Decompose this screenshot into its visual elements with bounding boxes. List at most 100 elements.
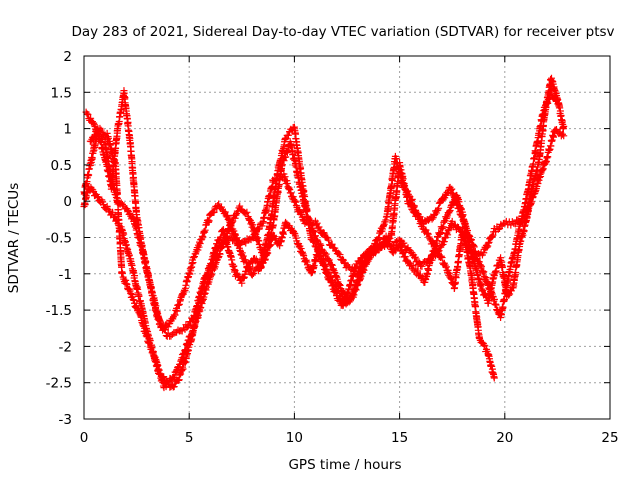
data-point-plus: [490, 374, 498, 382]
data-point-plus: [322, 268, 330, 276]
data-point-plus: [201, 275, 209, 283]
data-point-plus: [489, 231, 497, 239]
data-point-plus: [507, 221, 515, 229]
data-point-plus: [216, 234, 224, 242]
data-point-plus: [279, 230, 287, 238]
data-point-plus: [310, 238, 318, 246]
data-point-plus: [122, 276, 130, 284]
data-point-plus: [480, 341, 488, 349]
data-point-plus: [437, 252, 445, 260]
data-point-plus: [240, 273, 248, 281]
data-point-plus: [440, 238, 448, 246]
data-point-plus: [332, 288, 340, 296]
x-tick-label: 5: [185, 430, 194, 446]
data-point-plus: [315, 223, 323, 231]
data-point-plus: [103, 129, 111, 137]
y-tick-label: 1.5: [51, 85, 72, 101]
data-point-plus: [159, 374, 167, 382]
data-point-plus: [310, 237, 318, 245]
data-point-plus: [317, 241, 325, 249]
data-point-plus: [246, 263, 254, 271]
data-point-plus: [162, 377, 170, 385]
data-point-plus: [119, 269, 127, 277]
data-point-plus: [313, 219, 321, 227]
data-point-plus: [440, 218, 448, 226]
data-point-plus: [160, 373, 168, 381]
data-point-plus: [470, 243, 478, 251]
data-points: [80, 74, 568, 392]
data-point-plus: [411, 253, 419, 261]
data-point-plus: [479, 286, 487, 294]
data-point-plus: [300, 252, 308, 260]
data-point-plus: [439, 224, 447, 232]
x-tick-label: 10: [286, 430, 303, 446]
x-tick-label: 20: [496, 430, 513, 446]
data-point-plus: [560, 132, 568, 140]
series-track-1: [80, 125, 568, 340]
x-tick-label: 0: [80, 430, 89, 446]
data-point-plus: [384, 234, 392, 242]
data-point-plus: [170, 383, 178, 391]
data-point-plus: [360, 266, 368, 274]
data-point-plus: [444, 231, 452, 239]
data-point-plus: [431, 210, 439, 218]
data-point-plus: [435, 204, 443, 212]
data-point-plus: [266, 242, 274, 250]
data-point-plus: [405, 192, 413, 200]
data-point-plus: [210, 208, 218, 216]
y-tick-label: -0.5: [46, 231, 72, 247]
data-point-plus: [267, 241, 275, 249]
data-point-plus: [249, 221, 257, 229]
data-point-plus: [424, 230, 432, 238]
data-point-plus: [266, 241, 274, 249]
data-point-plus: [481, 342, 489, 350]
data-point-plus: [559, 130, 567, 138]
data-point-plus: [418, 220, 426, 228]
data-point-plus: [96, 124, 104, 132]
data-point-plus: [202, 271, 210, 279]
data-point-plus: [434, 249, 442, 257]
data-point-plus: [483, 243, 491, 251]
data-point-plus: [323, 269, 331, 277]
data-point-plus: [118, 268, 126, 276]
data-point-plus: [322, 250, 330, 258]
data-point-plus: [297, 245, 305, 253]
y-tick-label: -1.5: [46, 303, 72, 319]
data-point-plus: [434, 206, 442, 214]
data-point-plus: [123, 280, 131, 288]
y-tick-label: 1: [63, 122, 72, 138]
data-point-plus: [532, 148, 540, 156]
y-tick-label: -3: [59, 412, 72, 428]
data-point-plus: [259, 259, 267, 267]
data-point-plus: [485, 238, 493, 246]
data-point-plus: [148, 343, 156, 351]
data-point-plus: [84, 110, 92, 118]
data-point-plus: [236, 202, 244, 210]
data-point-plus: [424, 229, 432, 237]
data-point-plus: [291, 197, 299, 205]
data-point-plus: [93, 193, 101, 201]
data-point-plus: [257, 263, 265, 271]
data-point-plus: [401, 182, 409, 190]
data-point-plus: [103, 202, 111, 210]
y-tick-label: 2: [63, 49, 72, 65]
data-point-plus: [328, 261, 336, 269]
data-point-plus: [238, 279, 246, 287]
data-point-plus: [264, 249, 272, 257]
data-point-plus: [83, 110, 91, 118]
y-tick-label: -2: [59, 339, 72, 355]
data-point-plus: [146, 339, 154, 347]
series-track-4: [86, 74, 568, 391]
x-tick-label: 25: [601, 430, 618, 446]
data-point-plus: [314, 248, 322, 256]
data-point-plus: [240, 274, 248, 282]
x-axis-ticks: 0 5 10 15 20 25: [80, 56, 619, 446]
data-point-plus: [401, 253, 409, 261]
data-point-plus: [324, 257, 332, 265]
data-point-plus: [484, 239, 492, 247]
data-point-plus: [492, 267, 500, 275]
data-point-plus: [299, 250, 307, 258]
x-tick-label: 15: [391, 430, 408, 446]
data-point-plus: [353, 262, 361, 270]
